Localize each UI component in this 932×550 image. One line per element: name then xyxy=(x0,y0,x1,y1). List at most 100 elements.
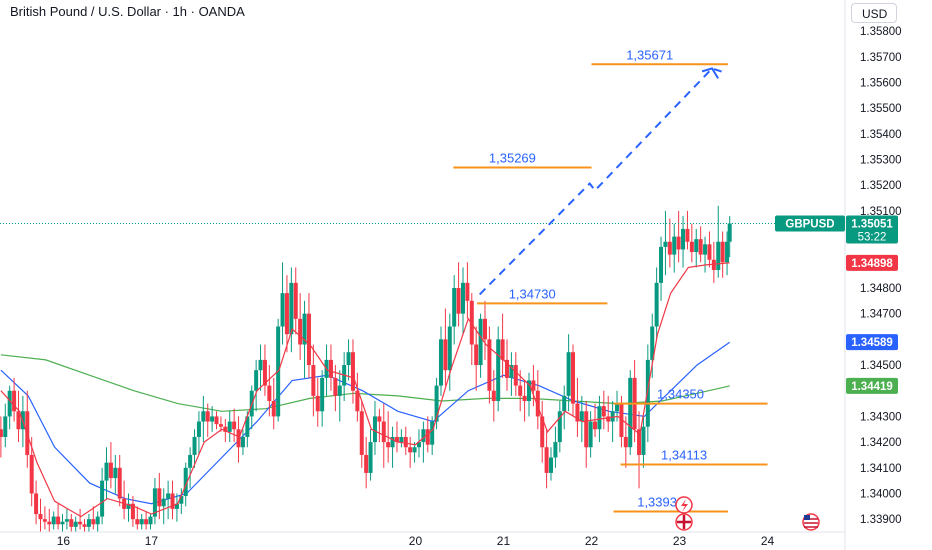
ema-fast-line xyxy=(0,262,730,518)
candle-body xyxy=(355,390,360,412)
candle-body xyxy=(478,318,483,366)
candle-body xyxy=(82,524,87,527)
last-price-value: 1.35051 xyxy=(851,219,893,231)
price-tick-label: 1.34200 xyxy=(860,437,902,449)
candle-body xyxy=(641,426,646,455)
candle-body xyxy=(579,411,584,422)
price-tick-label: 1.35600 xyxy=(860,78,902,90)
time-tick-label: 21 xyxy=(497,534,511,548)
candle-body xyxy=(659,246,664,283)
last-price-badge xyxy=(846,215,898,244)
level-label: 1,35671 xyxy=(626,47,673,62)
candle-body xyxy=(214,416,219,425)
candle-body xyxy=(192,436,197,455)
candle-body xyxy=(681,228,686,250)
price-tick-label: 1.35200 xyxy=(860,180,902,192)
candle-body xyxy=(113,467,118,479)
candle-body xyxy=(240,436,245,448)
candle-body xyxy=(69,519,74,527)
indicator-price-value: 1.34898 xyxy=(851,258,893,270)
level-label: 1,35269 xyxy=(489,151,536,166)
candle-body xyxy=(372,416,377,443)
candle-body xyxy=(95,516,100,525)
candle-body xyxy=(311,365,316,396)
candle-body xyxy=(139,519,144,525)
candle-body xyxy=(262,359,267,386)
candle-body xyxy=(531,380,536,391)
candle-body xyxy=(447,326,452,371)
candles-layer xyxy=(0,205,732,532)
candle-body xyxy=(16,411,21,430)
candle-body xyxy=(601,406,606,417)
candle-body xyxy=(676,236,681,250)
candle-body xyxy=(452,287,457,327)
candle-body xyxy=(513,365,518,386)
candle-body xyxy=(315,395,320,412)
candle-body xyxy=(42,519,47,522)
candle-body xyxy=(267,385,272,402)
candle-body xyxy=(218,424,223,427)
indicator-price-badge xyxy=(846,254,898,271)
gb-flag-cross-icon xyxy=(677,515,691,529)
candle-body xyxy=(487,339,492,391)
time-tick-label: 24 xyxy=(761,534,775,548)
candle-body xyxy=(12,390,17,412)
candle-body xyxy=(438,339,443,386)
us-flag-canton-icon xyxy=(804,515,810,520)
forecast-arrow-icon xyxy=(701,67,719,79)
time-tick-label: 22 xyxy=(585,534,599,548)
candle-body xyxy=(430,421,435,445)
candle-body xyxy=(236,429,241,448)
price-tick-label: 1.35400 xyxy=(860,129,902,141)
price-tick-label: 1.33900 xyxy=(860,514,902,526)
candle-body xyxy=(703,244,708,255)
candle-body xyxy=(359,411,364,455)
candle-body xyxy=(399,436,404,443)
candle-body xyxy=(588,421,593,448)
ema-fast-layer xyxy=(0,262,730,518)
candle-body xyxy=(271,401,276,417)
candle-body xyxy=(227,421,232,432)
candle-body xyxy=(188,454,193,468)
candle-body xyxy=(469,300,474,345)
candle-body xyxy=(166,493,171,499)
candle-body xyxy=(403,436,408,448)
level-label: 1,34730 xyxy=(509,286,556,301)
candle-body xyxy=(606,416,611,422)
price-tick-label: 1.34800 xyxy=(860,283,902,295)
time-tick-label: 16 xyxy=(57,534,71,548)
candle-body xyxy=(135,519,140,525)
candle-body xyxy=(685,228,690,242)
candle-body xyxy=(302,313,307,345)
candle-body xyxy=(386,442,391,448)
candle-body xyxy=(707,244,712,260)
indicator-price-badge xyxy=(846,377,898,394)
candle-body xyxy=(320,377,325,412)
level-label: 1,33930 xyxy=(637,494,684,509)
candle-body xyxy=(328,359,333,378)
price-tick-label: 1.35800 xyxy=(860,26,902,38)
candle-body xyxy=(465,282,470,301)
indicator-price-badge xyxy=(846,334,898,351)
candle-body xyxy=(637,429,642,455)
price-tick-label: 1.34100 xyxy=(860,463,902,475)
candle-body xyxy=(425,429,430,445)
candle-body xyxy=(474,344,479,366)
price-tick-label: 1.35300 xyxy=(860,155,902,167)
forecast-layer xyxy=(478,67,724,296)
candle-body xyxy=(694,239,699,253)
candle-body xyxy=(232,421,237,430)
candle-body xyxy=(667,241,672,255)
candle-body xyxy=(408,447,413,453)
price-tick-label: 1.35500 xyxy=(860,103,902,115)
candle-body xyxy=(284,293,289,335)
candle-body xyxy=(566,352,571,396)
candle-body xyxy=(549,457,554,473)
currency-selector[interactable]: USD xyxy=(851,3,897,23)
candle-body xyxy=(368,442,373,473)
candle-body xyxy=(628,377,633,448)
candle-body xyxy=(64,519,69,522)
candle-body xyxy=(544,447,549,473)
